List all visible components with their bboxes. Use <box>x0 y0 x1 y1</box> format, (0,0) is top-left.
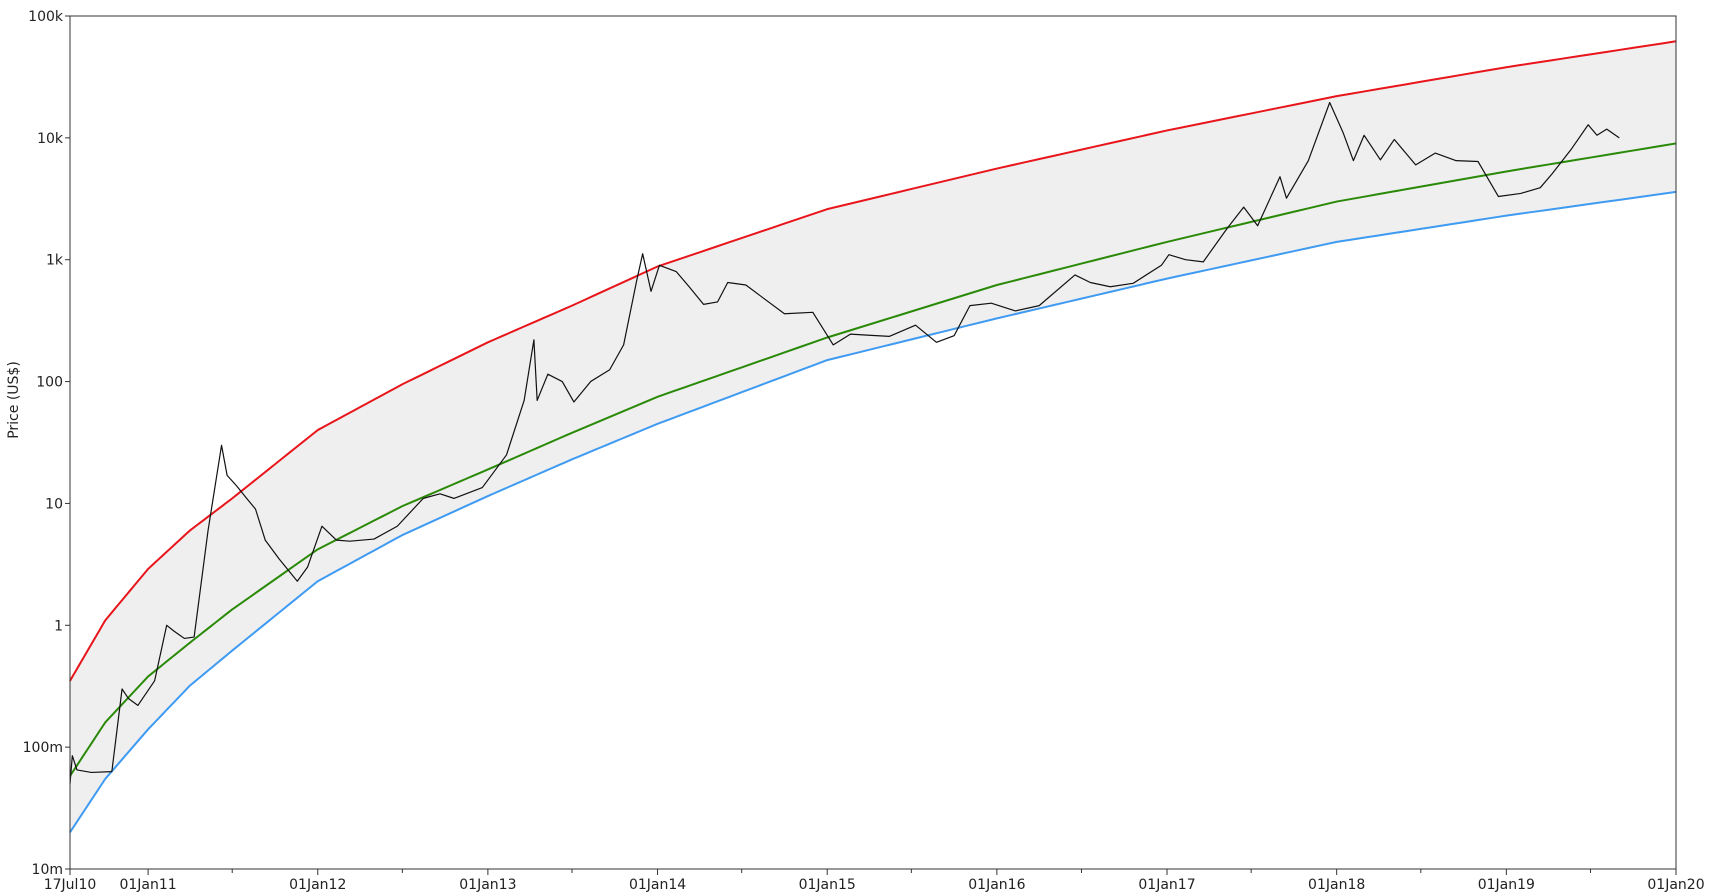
y-tick-label: 10 <box>45 496 63 512</box>
series-line-0 <box>69 40 1677 682</box>
plot-area <box>69 40 1677 833</box>
x-tick-label: 01Jan17 <box>1138 877 1195 893</box>
series-line-3 <box>69 101 1620 784</box>
x-tick-label: 01Jan15 <box>799 877 856 893</box>
x-tick-label: 01Jan16 <box>968 877 1025 893</box>
y-tick-label: 100m <box>23 740 63 756</box>
x-tick-label: 01Jan14 <box>629 877 686 893</box>
axes: 10m 100m 1 10 100 1k 10k 100k 17Jul10 01Jan11 01Ja… <box>23 9 1705 893</box>
y-tick-label: 10m <box>32 862 63 878</box>
y-axis-title: Price (US$) <box>6 361 22 439</box>
x-tick-label: 01Jan20 <box>1647 877 1704 893</box>
y-tick-label: 10k <box>37 131 64 147</box>
x-tick-label: 01Jan11 <box>119 877 176 893</box>
x-tick-label: 01Jan13 <box>459 877 516 893</box>
series-line-2 <box>69 190 1677 833</box>
x-tick-label: 17Jul10 <box>44 877 97 893</box>
y-tick-label: 1 <box>54 618 63 634</box>
y-tick-label: 100 <box>36 375 63 391</box>
x-tick-label: 01Jan12 <box>289 877 346 893</box>
x-tick-label: 01Jan18 <box>1308 877 1365 893</box>
y-tick-label: 100k <box>28 9 64 25</box>
y-tick-label: 1k <box>46 253 64 269</box>
series-line-1 <box>69 142 1677 777</box>
plot-frame <box>69 15 1677 870</box>
x-tick-label: 01Jan19 <box>1478 877 1535 893</box>
band-fill <box>70 41 1676 833</box>
